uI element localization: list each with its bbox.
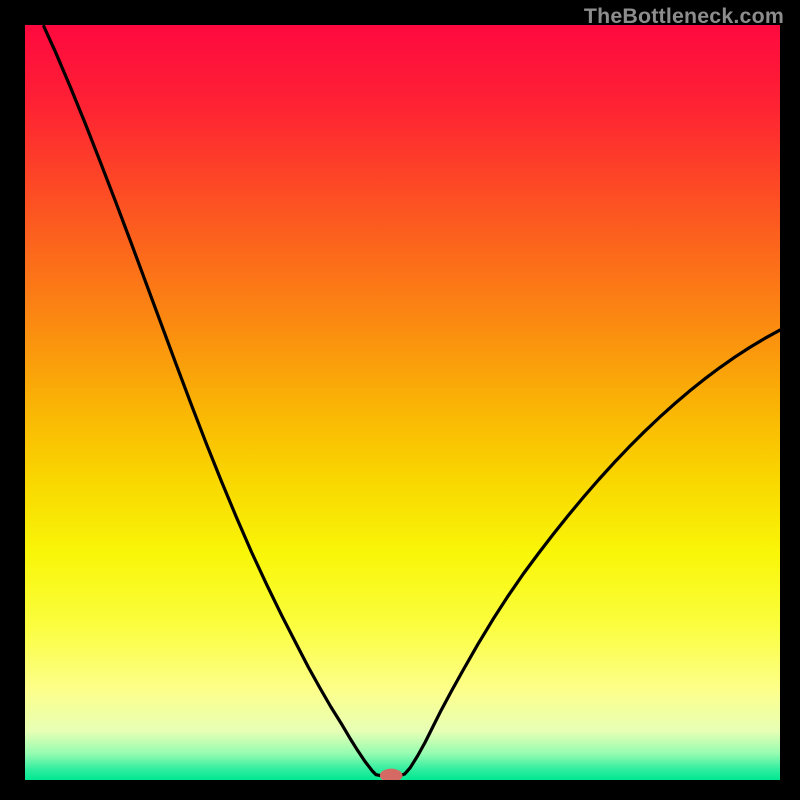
chart-frame: TheBottleneck.com [0, 0, 800, 800]
gradient-background [25, 25, 780, 780]
plot-area [25, 25, 780, 780]
bottleneck-curve-chart [25, 25, 780, 780]
